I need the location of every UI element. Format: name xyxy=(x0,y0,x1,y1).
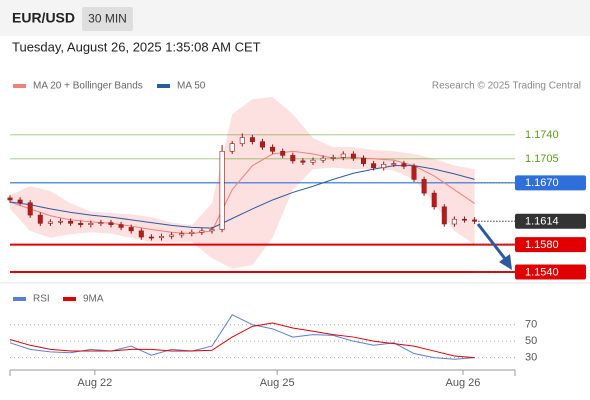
candle-body xyxy=(219,150,225,230)
level-label-box xyxy=(515,175,586,191)
level-label: 1.1670 xyxy=(525,177,559,189)
candle-body xyxy=(411,166,417,180)
candle-body xyxy=(159,236,165,239)
timeframe: 30 MIN xyxy=(88,12,127,26)
x-tick-label: Aug 22 xyxy=(77,377,112,389)
candle-body xyxy=(37,214,43,224)
legend-label: RSI xyxy=(33,294,50,305)
timestamp: Tuesday, August 26, 2025 1:35:08 AM CET xyxy=(12,39,261,54)
candle-body xyxy=(451,218,457,225)
legend-label: 9MA xyxy=(83,294,104,305)
symbol: EUR/USD xyxy=(12,10,75,26)
candle-body xyxy=(270,146,276,152)
candle-body xyxy=(169,234,175,237)
candle-body xyxy=(98,222,104,224)
candle-body xyxy=(320,157,326,161)
candle-body xyxy=(7,197,13,201)
legend-label: MA 20 + Bollinger Bands xyxy=(33,81,143,92)
candle-body xyxy=(118,224,124,228)
candle-body xyxy=(229,143,235,152)
candle-body xyxy=(148,236,154,239)
level-label-box xyxy=(515,264,586,280)
level-label: 1.1740 xyxy=(525,129,559,141)
candle-body xyxy=(330,157,336,159)
candle-body xyxy=(138,230,144,238)
candle-body xyxy=(189,231,195,234)
candle-body xyxy=(259,141,265,148)
indicator-line xyxy=(9,322,475,359)
forecast-arrow xyxy=(476,223,508,261)
candle-body xyxy=(57,220,63,223)
x-tick-label: Aug 25 xyxy=(260,377,295,389)
candle-body xyxy=(391,163,397,165)
candle-body xyxy=(431,192,437,208)
candle-body xyxy=(17,199,23,204)
level-label: 1.1614 xyxy=(525,216,559,228)
candle-body xyxy=(401,163,407,167)
ma-line xyxy=(9,150,475,235)
candle-body xyxy=(78,223,84,225)
candle-body xyxy=(249,137,255,142)
candle-body xyxy=(310,159,316,163)
candle-body xyxy=(371,163,377,169)
level-label-box xyxy=(515,213,586,229)
candle-body xyxy=(300,160,306,163)
level-label: 1.1540 xyxy=(525,266,559,278)
candle-body xyxy=(290,155,296,162)
x-tick-label: Aug 26 xyxy=(446,377,481,389)
candle-body xyxy=(209,229,215,232)
candle-body xyxy=(340,153,346,158)
candle-body xyxy=(461,218,467,221)
candle-body xyxy=(47,221,53,224)
candle-body xyxy=(27,202,33,216)
ma-line xyxy=(9,165,475,229)
legend-label: MA 50 xyxy=(177,81,206,92)
candle-body xyxy=(360,157,366,164)
candle-body xyxy=(128,227,134,232)
level-label-box xyxy=(515,237,586,253)
forecast-arrowhead xyxy=(499,254,512,270)
candle-body xyxy=(472,219,478,222)
candle-body xyxy=(68,220,74,224)
y-tick-label: 30 xyxy=(525,352,537,364)
level-label: 1.1705 xyxy=(525,153,559,165)
candle-body xyxy=(350,153,356,159)
level-label: 1.1580 xyxy=(525,239,559,251)
y-tick-label: 70 xyxy=(525,319,537,331)
attribution: Research © 2025 Trading Central xyxy=(432,81,581,92)
indicator-line xyxy=(9,314,475,360)
candle-body xyxy=(179,233,185,236)
candle-body xyxy=(421,179,427,194)
candle-body xyxy=(108,222,114,225)
y-tick-label: 50 xyxy=(525,335,537,347)
candle-body xyxy=(381,163,387,169)
candle-body xyxy=(280,150,286,156)
candle-body xyxy=(441,206,447,225)
candle-body xyxy=(88,223,94,225)
candle-body xyxy=(239,137,245,145)
candle-body xyxy=(199,230,205,233)
timeframe-box xyxy=(82,7,133,31)
